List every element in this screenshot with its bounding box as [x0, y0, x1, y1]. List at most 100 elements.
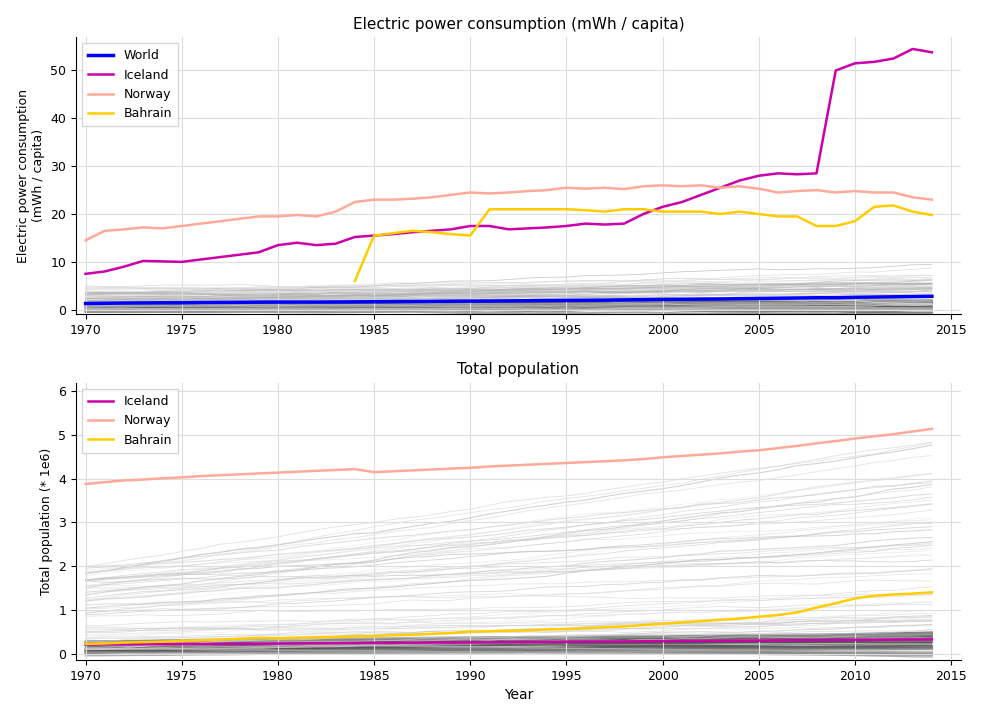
Bahrain [522, 205, 534, 214]
Bahrain [580, 206, 592, 214]
Iceland [387, 638, 399, 647]
Bahrain [869, 203, 881, 211]
Iceland [484, 221, 495, 230]
Norway [772, 444, 784, 452]
Bahrain [426, 228, 437, 237]
Norway [657, 181, 669, 190]
Bahrain [464, 628, 476, 636]
Iceland [407, 228, 419, 237]
Norway [619, 456, 630, 464]
Bahrain [195, 636, 207, 645]
Norway [772, 188, 784, 197]
Bahrain [580, 624, 592, 633]
Norway [157, 224, 168, 233]
Norway [849, 187, 861, 196]
Norway [714, 183, 726, 192]
Iceland [426, 638, 437, 647]
Bahrain [176, 636, 188, 645]
Bahrain [80, 640, 92, 649]
World [407, 297, 419, 306]
Iceland [368, 232, 380, 240]
Iceland [887, 54, 899, 63]
Norway [907, 193, 919, 201]
Iceland [772, 636, 784, 645]
Iceland [176, 640, 188, 649]
Bahrain [714, 615, 726, 624]
Iceland [445, 638, 457, 647]
Bahrain [811, 221, 822, 230]
Bahrain [215, 635, 227, 644]
Bahrain [445, 230, 457, 239]
Iceland [599, 220, 611, 229]
Bahrain [157, 637, 168, 646]
Iceland [811, 169, 822, 178]
World [619, 296, 630, 304]
Line: World: World [86, 296, 932, 303]
Iceland [522, 638, 534, 646]
World [657, 295, 669, 303]
Norway [637, 454, 649, 463]
Norway [233, 214, 245, 223]
Iceland [292, 639, 303, 648]
Iceland [233, 639, 245, 648]
Bahrain [368, 632, 380, 641]
Bahrain [387, 631, 399, 639]
Norway [176, 221, 188, 230]
Iceland [407, 638, 419, 647]
Norway [464, 188, 476, 197]
Iceland [118, 640, 130, 649]
Bahrain [753, 613, 764, 621]
Iceland [829, 66, 841, 75]
Norway [176, 473, 188, 482]
Norway [330, 466, 342, 475]
World [368, 298, 380, 306]
World [714, 295, 726, 303]
World [772, 294, 784, 303]
Title: Electric power consumption (mWh / capita): Electric power consumption (mWh / capita… [353, 17, 685, 32]
Bahrain [714, 210, 726, 219]
World [253, 298, 265, 306]
Bahrain [542, 625, 554, 633]
Norway [926, 196, 938, 204]
Norway [560, 459, 572, 467]
Iceland [619, 637, 630, 646]
Title: Total population: Total population [457, 362, 579, 377]
Bahrain [522, 626, 534, 635]
Norway [791, 187, 803, 196]
Iceland [676, 198, 688, 206]
Line: Bahrain: Bahrain [355, 206, 932, 281]
Norway [368, 468, 380, 477]
World [195, 298, 207, 307]
Norway [811, 439, 822, 448]
Bahrain [599, 207, 611, 216]
Bahrain [272, 634, 284, 643]
Bahrain [887, 201, 899, 210]
Iceland [926, 635, 938, 644]
Norway [829, 188, 841, 197]
Iceland [157, 640, 168, 649]
Norway [753, 446, 764, 454]
Norway [253, 469, 265, 477]
Bahrain [137, 638, 149, 646]
World [484, 297, 495, 306]
Norway [137, 475, 149, 484]
Iceland [215, 640, 227, 649]
Norway [580, 184, 592, 193]
Norway [484, 189, 495, 198]
Norway [98, 226, 110, 235]
Iceland [849, 59, 861, 68]
Norway [907, 427, 919, 436]
Iceland [560, 638, 572, 646]
Iceland [926, 48, 938, 57]
Norway [657, 453, 669, 462]
Bahrain [330, 633, 342, 641]
Norway [445, 464, 457, 473]
Iceland [542, 638, 554, 646]
Iceland [695, 636, 707, 645]
Iceland [829, 636, 841, 644]
Line: Norway: Norway [86, 429, 932, 484]
World [791, 293, 803, 302]
Iceland [157, 257, 168, 266]
Bahrain [829, 599, 841, 608]
Iceland [907, 45, 919, 53]
